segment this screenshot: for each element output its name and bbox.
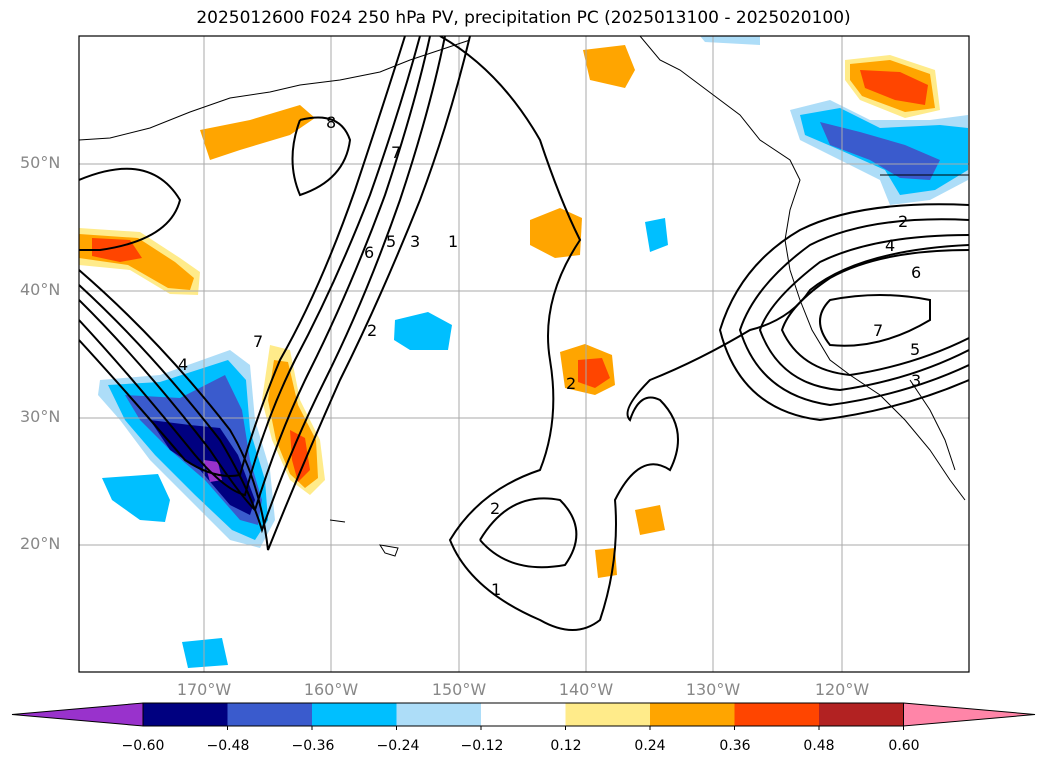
pv-contour-line [291, 116, 352, 197]
lon-label: 160°W [303, 680, 359, 699]
colorbar-tick-label: −0.12 [460, 738, 504, 754]
lat-label: 20°N [20, 534, 61, 553]
colorbar-tick-label: 0.24 [634, 738, 666, 754]
colorbar-tick-label: −0.36 [291, 738, 335, 754]
contour-label: 3 [410, 232, 421, 251]
contour-label: 6 [911, 263, 922, 282]
colorbar-frame [142, 702, 904, 727]
precip-negative-region [204, 460, 222, 482]
contour-label: 7 [391, 143, 402, 162]
colorbar-segment [481, 703, 566, 726]
lat-label: 50°N [20, 153, 61, 172]
lon-label: 170°W [176, 680, 232, 699]
colorbar-segment [312, 703, 397, 726]
contour-label: 7 [873, 321, 884, 340]
pv-contour-line [79, 36, 446, 534]
contour-label: 8 [326, 113, 337, 132]
colorbar-segment [734, 703, 819, 726]
precip-positive-region [635, 505, 665, 535]
contour-label: 2 [490, 499, 501, 518]
colorbar-tick-label: 0.60 [888, 738, 920, 754]
precip-negative-region [102, 474, 170, 522]
colorbar-segment [227, 703, 312, 726]
lat-label: 40°N [20, 280, 61, 299]
colorbar-segment [650, 703, 735, 726]
precip-negative-region [150, 420, 255, 515]
pv-contour-line [79, 36, 406, 477]
pv-contour-line [758, 234, 969, 392]
pv-contour-line [718, 203, 969, 422]
pv-contour-line [79, 36, 421, 497]
contour-label: 2 [898, 212, 909, 231]
precip-negative-region [645, 218, 668, 252]
contour-label: 6 [364, 243, 375, 262]
pv-contour-line [79, 36, 471, 551]
contour-label: 4 [178, 355, 189, 374]
precip-positive-region [583, 45, 635, 88]
precip-positive-region [200, 105, 315, 160]
graticule [79, 36, 969, 672]
colorbar-segment [819, 703, 904, 726]
contour-label: 2 [566, 374, 577, 393]
pv-contours [79, 36, 969, 631]
contour-label: 5 [386, 232, 397, 251]
lon-label: 130°W [685, 680, 741, 699]
colorbar-tick-label: −0.48 [206, 738, 250, 754]
lon-label: 120°W [814, 680, 870, 699]
contour-label: 1 [491, 580, 502, 599]
pv-contour-line [479, 497, 578, 569]
pv-contour-line [439, 36, 969, 631]
map-title: 2025012600 F024 250 hPa PV, precipitatio… [196, 8, 851, 28]
pv-contour-line [738, 218, 969, 407]
pv-contour-line [780, 249, 969, 377]
contour-label: 4 [885, 236, 896, 255]
pv-contour-line [79, 36, 431, 512]
colorbar-segment [143, 703, 228, 726]
colorbar-tick-label: 0.36 [719, 738, 751, 754]
precip-positive-region [860, 70, 928, 105]
colorbar-segment [396, 703, 481, 726]
pv-contour-line [79, 167, 182, 252]
colorbar-segment [11, 702, 144, 727]
precip-fill-layer [79, 36, 968, 668]
colorbar [11, 702, 1036, 730]
contour-label: 5 [910, 340, 921, 359]
colorbar-tick-label: 0.12 [550, 738, 582, 754]
precip-negative-region [394, 312, 452, 350]
contour-label: 2 [367, 321, 378, 340]
contour-label: 7 [253, 332, 264, 351]
colorbar-segment [903, 702, 1036, 727]
lat-label: 30°N [20, 407, 61, 426]
colorbar-segment [565, 703, 650, 726]
colorbar-tick-label: 0.48 [803, 738, 835, 754]
precip-positive-region [530, 208, 582, 258]
lon-label: 140°W [558, 680, 614, 699]
plot-frame [78, 35, 970, 673]
precip-negative-region [700, 36, 760, 45]
pv-contour-line [819, 294, 931, 347]
contour-label: 1 [448, 232, 459, 251]
colorbar-tick-label: −0.24 [376, 738, 420, 754]
contour-label: 3 [911, 371, 922, 390]
lon-label: 150°W [431, 680, 487, 699]
colorbar-tick-label: −0.60 [121, 738, 165, 754]
precip-negative-region [820, 122, 940, 180]
precip-negative-region [182, 638, 228, 668]
